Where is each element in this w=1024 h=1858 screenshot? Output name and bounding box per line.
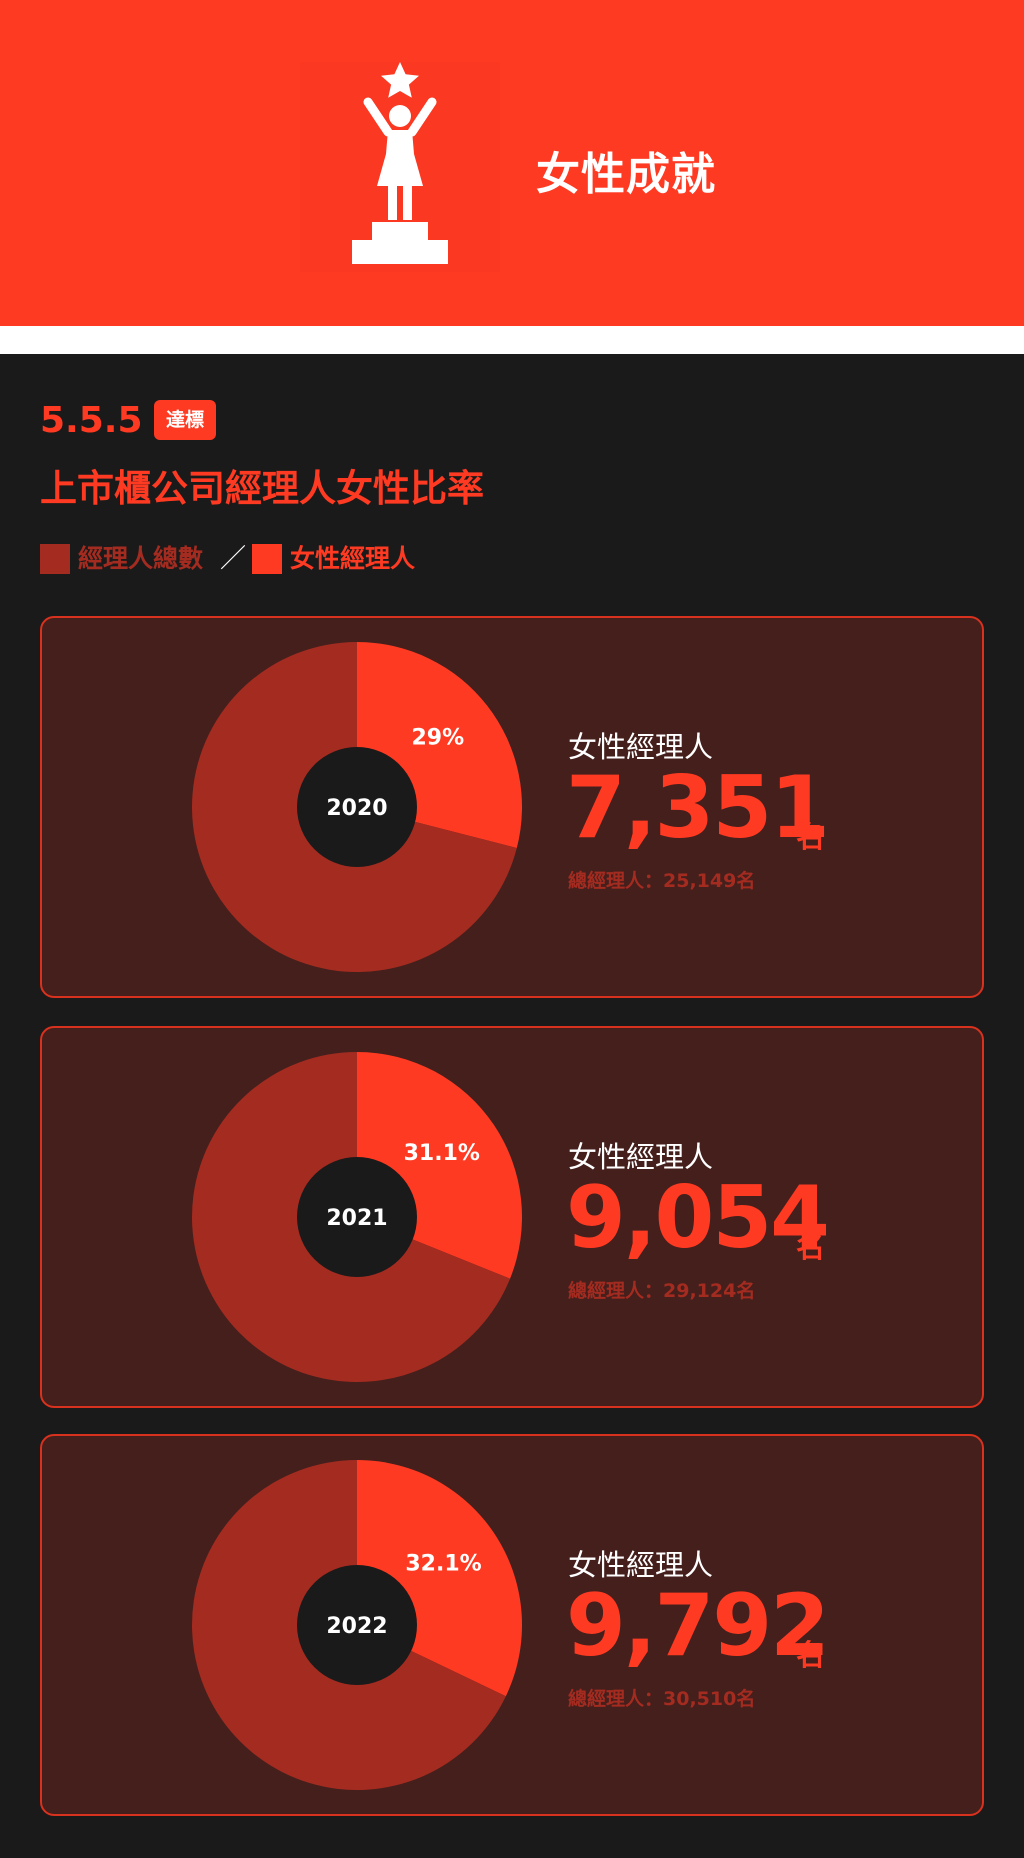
pie-center <box>297 1565 417 1685</box>
header-banner: 女性成就 <box>0 0 1024 326</box>
count-unit: 名 <box>796 1230 826 1264</box>
pie-data-label: 31.1% <box>404 1141 480 1166</box>
pie-center <box>297 1157 417 1277</box>
female-manager-count: 9,792 <box>566 1576 830 1676</box>
legend-swatch-female <box>252 544 282 574</box>
card-caption: 女性經理人 <box>568 1548 714 1582</box>
pie-year-label: 2021 <box>326 1206 387 1231</box>
pie-data-label: 32.1% <box>405 1551 481 1576</box>
year-card: 2021 31.1% 女性經理人 9,054 名 總經理人：29,124名 <box>40 1026 984 1408</box>
year-card: 2020 29% 女性經理人 7,351 名 總經理人：25,149名 <box>40 616 984 998</box>
legend-label-female: 女性經理人 <box>290 544 416 573</box>
pie-year-label: 2022 <box>326 1614 387 1639</box>
female-manager-count: 7,351 <box>566 758 830 858</box>
pie-year-label: 2020 <box>326 796 387 821</box>
pie-center <box>297 747 417 867</box>
icon-block <box>300 62 500 272</box>
legend-swatch-total <box>40 544 70 574</box>
total-managers: 總經理人：30,510名 <box>568 1688 756 1710</box>
pie-chart: 2021 31.1% <box>192 1052 522 1382</box>
count-unit: 名 <box>796 820 826 854</box>
pie-data-label: 29% <box>411 725 464 750</box>
legend-label-total: 經理人總數 <box>78 544 204 573</box>
goal-code: 5.5.5 <box>40 400 143 441</box>
year-card: 2022 32.1% 女性經理人 9,792 名 總經理人：30,510名 <box>40 1434 984 1816</box>
total-managers: 總經理人：25,149名 <box>568 870 756 892</box>
card-caption: 女性經理人 <box>568 1140 714 1174</box>
card-caption: 女性經理人 <box>568 730 714 764</box>
section-heading: 上市櫃公司經理人女性比率 <box>40 467 484 510</box>
legend-separator: ／ <box>220 544 247 574</box>
count-unit: 名 <box>796 1638 826 1672</box>
total-managers: 總經理人：29,124名 <box>568 1280 756 1302</box>
female-manager-count: 9,054 <box>566 1168 830 1268</box>
banner-title: 女性成就 <box>536 149 716 200</box>
status-badge: 達標 <box>154 400 217 440</box>
pie-chart: 2020 29% <box>192 642 522 972</box>
pie-chart: 2022 32.1% <box>192 1460 522 1790</box>
trophy-woman-icon <box>352 62 448 264</box>
